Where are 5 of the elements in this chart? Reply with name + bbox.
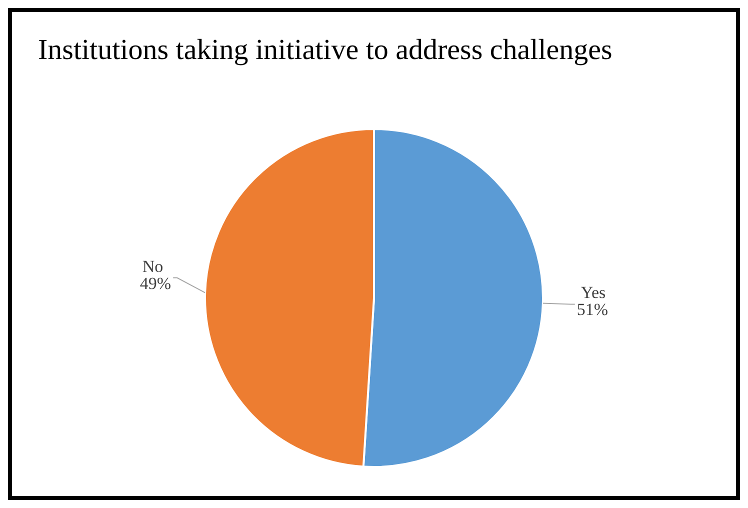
data-label: 49% xyxy=(140,274,172,293)
slice-label: Yes xyxy=(580,283,606,302)
data-label: 51% xyxy=(576,300,608,320)
chart-title: Institutions taking initiative to address challenges xyxy=(38,34,612,67)
slice-label: No xyxy=(142,256,164,276)
